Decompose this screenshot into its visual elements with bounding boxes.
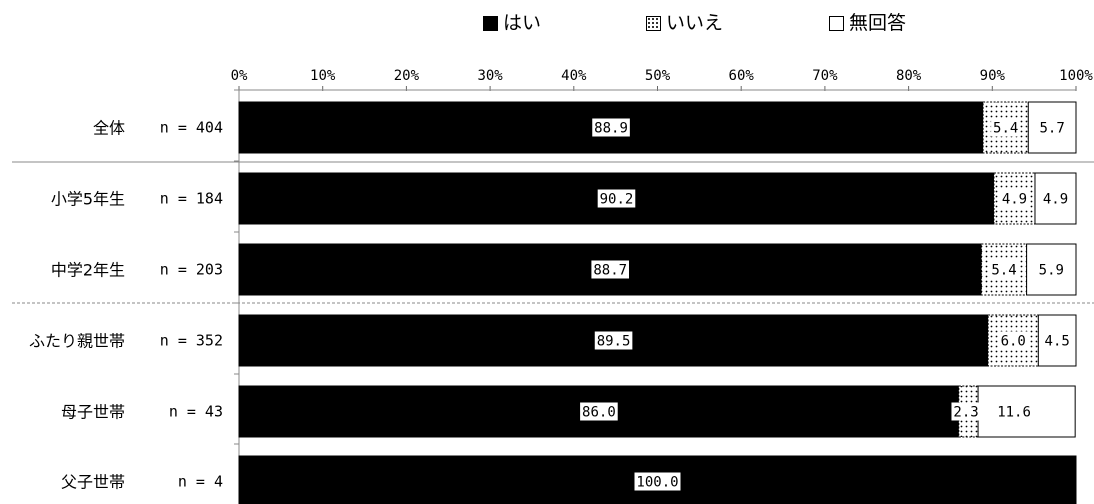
n-label: n = 352 <box>160 332 223 350</box>
n-label: n = 404 <box>160 119 223 137</box>
data-label-bg <box>999 189 1030 208</box>
data-label: 86.0 <box>582 405 616 421</box>
x-tick-label: 70% <box>812 68 838 84</box>
data-label-bg <box>597 189 636 208</box>
data-label-bg <box>989 260 1019 279</box>
legend-swatch-na <box>829 16 844 31</box>
category-label: 小学5年生 <box>51 190 125 209</box>
labels-layer: 全体 n = 404 88.9 5.4 5.7 小学5年生 n = 184 90.2 4.9 4.… <box>29 118 1072 492</box>
data-label-bg <box>1042 331 1072 350</box>
legend-swatch-no <box>646 16 661 31</box>
legend: はい いいえ 無回答 <box>0 8 1094 38</box>
data-label: 2.3 <box>953 405 978 421</box>
data-label-bg <box>1040 189 1071 208</box>
data-label-bg <box>998 331 1028 350</box>
data-label: 90.2 <box>600 192 634 208</box>
data-label: 4.9 <box>1043 192 1068 208</box>
x-tick-label: 40% <box>561 68 587 84</box>
x-tick-label: 10% <box>310 68 336 84</box>
data-label-bg <box>1036 260 1066 279</box>
data-label: 6.0 <box>1001 334 1026 350</box>
data-label-bg <box>1037 118 1067 137</box>
data-label-bg <box>995 402 1033 421</box>
x-tick-label: 0% <box>231 68 248 84</box>
data-label: 4.5 <box>1045 334 1070 350</box>
data-label: 5.4 <box>991 263 1016 279</box>
data-label-bg <box>591 260 630 279</box>
x-tick-label: 20% <box>394 68 420 84</box>
legend-label-na: 無回答 <box>849 12 907 34</box>
n-label: n = 184 <box>160 190 223 208</box>
category-label: 全体 <box>93 119 125 138</box>
category-label: 中学2年生 <box>51 261 125 280</box>
data-label-bg <box>592 118 630 137</box>
x-tick-label: 30% <box>477 68 503 84</box>
data-label: 100.0 <box>636 475 678 491</box>
legend-item-yes: はい <box>483 8 541 38</box>
data-label-bg <box>580 402 618 421</box>
data-label: 4.9 <box>1002 192 1027 208</box>
data-label: 11.6 <box>997 405 1031 421</box>
legend-swatch-yes <box>483 16 498 31</box>
x-tick-label: 100% <box>1059 68 1093 84</box>
legend-item-na: 無回答 <box>829 8 906 38</box>
data-label: 5.4 <box>993 121 1018 137</box>
data-label: 89.5 <box>597 334 631 350</box>
n-label: n = 43 <box>169 403 223 421</box>
n-label: n = 4 <box>178 473 223 491</box>
legend-label-yes: はい <box>503 12 542 34</box>
category-label: 父子世帯 <box>61 473 125 492</box>
data-label: 88.7 <box>593 263 627 279</box>
bars-layer <box>238 101 1077 504</box>
data-label: 5.7 <box>1039 121 1064 137</box>
data-label: 5.9 <box>1039 263 1064 279</box>
legend-item-no: いいえ <box>646 8 723 38</box>
data-label-bg <box>634 472 681 491</box>
x-tick-label: 50% <box>645 68 671 84</box>
data-label-bg <box>951 402 981 421</box>
data-label-bg <box>594 331 633 350</box>
data-label-bg <box>991 118 1021 137</box>
data-label: 88.9 <box>594 121 628 137</box>
legend-label-no: いいえ <box>666 12 724 34</box>
category-label: 母子世帯 <box>61 403 125 422</box>
x-tick-label: 80% <box>896 68 922 84</box>
n-label: n = 203 <box>160 261 223 279</box>
x-tick-label: 60% <box>729 68 755 84</box>
category-label: ふたり親世帯 <box>29 332 125 351</box>
x-tick-label: 90% <box>980 68 1006 84</box>
